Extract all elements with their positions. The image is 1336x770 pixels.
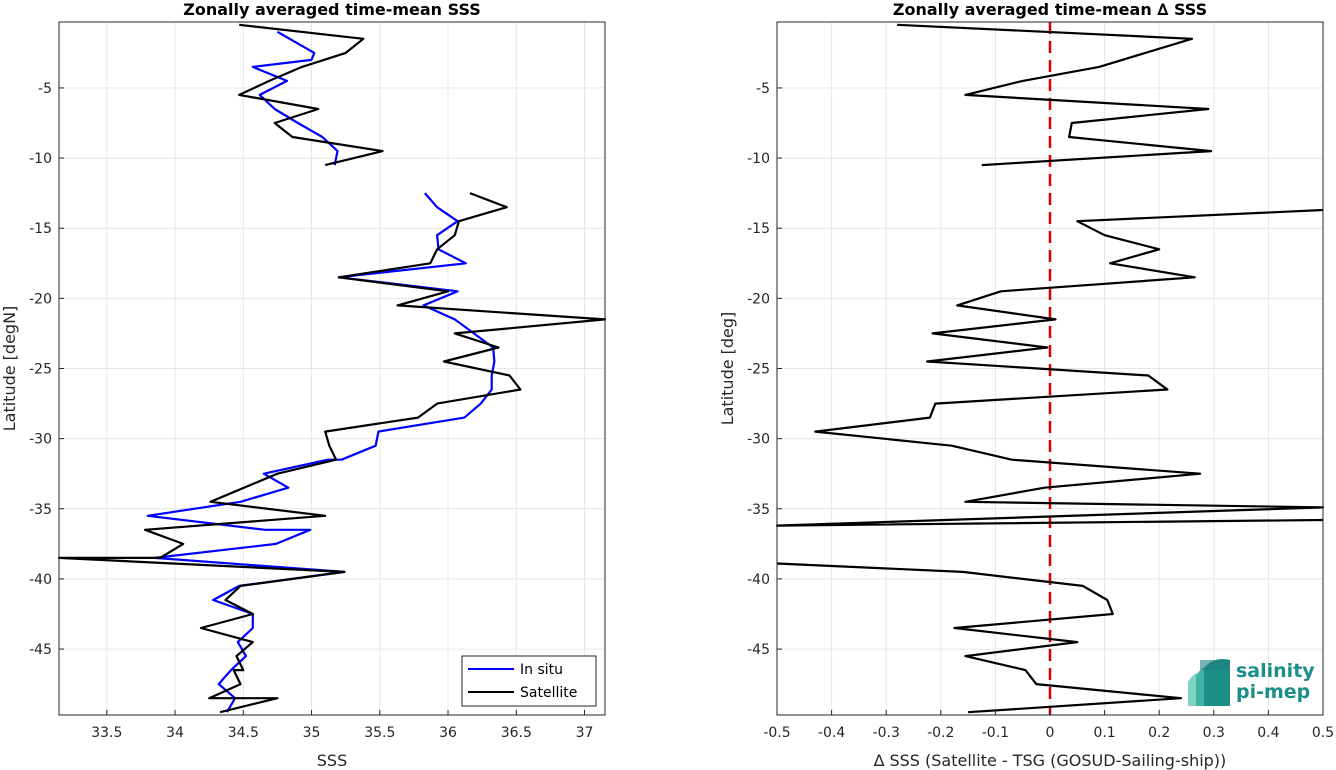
right-y-tick-label: -45 bbox=[747, 642, 770, 658]
left-y-tick-label: -25 bbox=[29, 362, 52, 378]
right-grid bbox=[776, 22, 1324, 715]
right-x-tick-label: 0 bbox=[1046, 725, 1055, 741]
left-x-tick-label: 34 bbox=[166, 725, 184, 741]
left-x-ticks: 33.5 34 34.5 35 35.5 36 36.5 37 bbox=[91, 710, 593, 741]
right-y-tick-label: -10 bbox=[747, 151, 770, 167]
right-series bbox=[775, 23, 1325, 714]
right-y-tick-label: -25 bbox=[747, 362, 770, 378]
left-x-axis-label: SSS bbox=[317, 751, 347, 770]
left-y-tick-label: -5 bbox=[38, 81, 52, 97]
right-x-tick-label: -0.5 bbox=[763, 725, 790, 741]
right-y-tick-label: -20 bbox=[747, 291, 770, 307]
logo-wave-icon bbox=[1188, 659, 1230, 706]
left-series-satellite-1 bbox=[238, 23, 384, 167]
salinity-pi-mep-logo: salinity pi-mep bbox=[1188, 659, 1315, 706]
left-y-tick-label: -45 bbox=[29, 642, 52, 658]
left-x-tick-label: 35.5 bbox=[364, 725, 395, 741]
legend: In situ Satellite bbox=[461, 655, 597, 707]
right-x-tick-label: 0.2 bbox=[1148, 725, 1170, 741]
left-panel: 33.5 34 34.5 35 35.5 36 36.5 37 -5-10-15-20-25-… bbox=[0, 0, 607, 770]
left-chart-title: Zonally averaged time-mean SSS bbox=[183, 0, 481, 19]
right-x-tick-label: 0.3 bbox=[1203, 725, 1225, 741]
left-x-tick-label: 35 bbox=[303, 725, 321, 741]
logo-text-pi-mep: pi-mep bbox=[1236, 681, 1310, 703]
right-panel: -0.5 -0.4 -0.3 -0.2 -0.1 0 0.1 0.2 0.3 0.4 0.5 -5-… bbox=[718, 0, 1334, 770]
right-y-tick-label: -40 bbox=[747, 572, 770, 588]
left-x-tick-label: 37 bbox=[576, 725, 594, 741]
right-x-tick-label: -0.3 bbox=[873, 725, 900, 741]
right-x-tick-label: 0.5 bbox=[1312, 725, 1334, 741]
right-y-tick-label: -35 bbox=[747, 502, 770, 518]
left-x-tick-label: 34.5 bbox=[228, 725, 259, 741]
left-y-ticks: -5 -10 -15 -20 -25 -30 -35 -40 -45 bbox=[29, 81, 64, 658]
left-series bbox=[57, 23, 607, 714]
right-series-delta-sss-0 bbox=[897, 23, 1213, 167]
left-y-tick-label: -30 bbox=[29, 432, 52, 448]
left-y-tick-label: -35 bbox=[29, 502, 52, 518]
legend-box bbox=[461, 655, 597, 707]
left-y-tick-label: -20 bbox=[29, 291, 52, 307]
left-series-satellite-3 bbox=[57, 192, 607, 714]
right-x-ticks: -0.5 -0.4 -0.3 -0.2 -0.1 0 0.1 0.2 0.3 0.4 0.5 bbox=[763, 710, 1334, 741]
left-x-tick-label: 36 bbox=[439, 725, 457, 741]
left-y-tick-label: -10 bbox=[29, 151, 52, 167]
right-series-delta-sss-1 bbox=[775, 208, 1325, 527]
right-x-axis-label: ∆ SSS (Satellite - TSG (GOSUD-Sailing-sh… bbox=[873, 751, 1227, 770]
left-x-tick-label: 33.5 bbox=[91, 725, 122, 741]
left-y-tick-label: -15 bbox=[29, 221, 52, 237]
right-y-tick-label: -15 bbox=[747, 221, 770, 237]
right-x-tick-label: -0.1 bbox=[982, 725, 1009, 741]
right-y-tick-label: -30 bbox=[747, 432, 770, 448]
right-x-tick-label: -0.4 bbox=[818, 725, 845, 741]
right-series-delta-sss-2 bbox=[776, 562, 1183, 714]
legend-label-satellite: Satellite bbox=[520, 685, 577, 701]
left-x-tick-label: 36.5 bbox=[501, 725, 532, 741]
right-x-tick-label: -0.2 bbox=[927, 725, 954, 741]
right-y-ticks: -5 -10 -15 -20 -25 -30 -35 -40 -45 bbox=[747, 81, 782, 658]
right-x-tick-label: 0.1 bbox=[1093, 725, 1115, 741]
logo-text-salinity: salinity bbox=[1236, 660, 1315, 682]
left-y-tick-label: -40 bbox=[29, 572, 52, 588]
left-y-axis-label: Latitude [degN] bbox=[0, 306, 19, 432]
right-chart-title: Zonally averaged time-mean ∆ SSS bbox=[893, 0, 1207, 19]
left-grid bbox=[59, 22, 605, 715]
legend-label-in-situ: In situ bbox=[520, 662, 563, 678]
right-y-axis-label: Latitude [deg] bbox=[718, 312, 737, 426]
right-y-tick-label: -5 bbox=[756, 81, 770, 97]
right-x-tick-label: 0.4 bbox=[1257, 725, 1279, 741]
